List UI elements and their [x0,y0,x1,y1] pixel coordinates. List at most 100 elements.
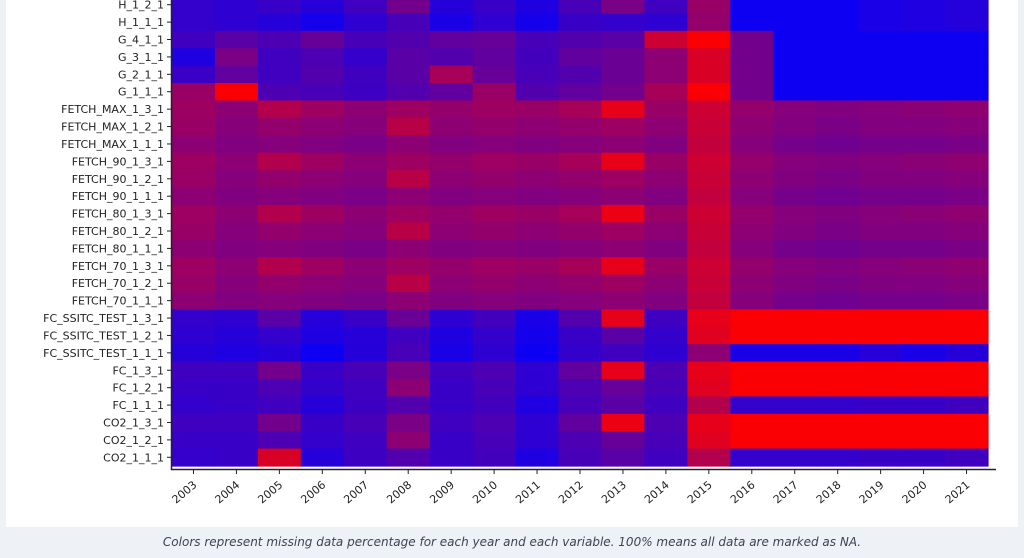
heatmap-cell [300,344,345,363]
heatmap-cell [859,431,903,450]
heatmap-cell [257,378,302,397]
heatmap-cell [300,309,345,328]
heatmap-cell [945,448,989,467]
heatmap-cell [601,344,646,363]
x-tick-label: 2004 [213,478,243,506]
heatmap-cell [515,257,560,276]
heatmap-cell [515,222,560,241]
heatmap-cell [300,431,345,450]
heatmap-cell [515,30,560,49]
heatmap-cell [644,239,688,258]
heatmap-cell [730,170,774,189]
heatmap-cell [601,413,646,432]
heatmap-cell [730,83,774,102]
heatmap-cell [172,204,216,223]
heatmap-cell [773,413,817,432]
heatmap-cell [902,431,946,450]
heatmap-cell [257,83,302,102]
x-tick-label: 2010 [470,478,500,506]
heatmap-cell [687,48,731,67]
heatmap-cell [472,361,517,380]
y-tick-label: FETCH_90_1_3_1 [72,155,164,168]
heatmap-cell [730,326,774,345]
heatmap-chart: H_1_2_1 H_1_1_1 G_4_1_1 G_3_1_1 G_2_1_1 G_1_1… [43,0,996,506]
heatmap-cell [429,326,474,345]
heatmap-cell [343,431,388,450]
heatmap-cell [773,65,817,84]
heatmap-cell [343,274,388,293]
x-tick-label: 2020 [900,478,930,506]
heatmap-cell [945,326,989,345]
heatmap-cell [343,361,388,380]
heatmap-cell [257,274,302,293]
heatmap-cell [343,344,388,363]
heatmap-cell [859,0,903,15]
heatmap-cell [172,222,216,241]
heatmap-cell [773,309,817,328]
heatmap-cell [859,100,903,119]
chart-caption: Colors represent missing data percentage… [162,535,862,549]
heatmap-cell [472,222,517,241]
heatmap-cell [558,431,603,450]
heatmap-cell [172,257,216,276]
heatmap-cell [773,170,817,189]
heatmap-cell [730,152,774,171]
heatmap-cell [214,100,259,119]
heatmap-cell [343,396,388,415]
heatmap-cell [257,291,302,310]
heatmap-cell [644,396,688,415]
heatmap-cell [386,117,431,136]
heatmap-cell [859,274,903,293]
heatmap-cell [687,378,731,397]
heatmap-cell [902,204,946,223]
y-tick-label: CO2_1_3_1 [103,416,164,429]
heatmap-cell [386,309,431,328]
heatmap-cell [300,448,345,467]
heatmap-cell [859,239,903,258]
heatmap-cell [300,274,345,293]
heatmap-cell [902,291,946,310]
heatmap-cell [816,135,860,154]
heatmap-cell [644,431,688,450]
y-tick-label: CO2_1_1_1 [103,451,164,464]
heatmap-cell [472,100,517,119]
heatmap-cell [730,257,774,276]
heatmap-cell [214,396,259,415]
heatmap-cell [601,187,646,206]
heatmap-cell [730,204,774,223]
heatmap-cell [687,100,731,119]
heatmap-cell [300,83,345,102]
heatmap-cell [343,448,388,467]
heatmap-cell [172,291,216,310]
heatmap-cell [644,361,688,380]
heatmap-cell [257,413,302,432]
heatmap-cell [644,378,688,397]
heatmap-cell [945,222,989,241]
heatmap-cell [816,431,860,450]
heatmap-cell [257,344,302,363]
heatmap-cell [902,187,946,206]
heatmap-cell [257,222,302,241]
heatmap-cell [172,48,216,67]
heatmap-cell [386,291,431,310]
heatmap-cell [644,135,688,154]
heatmap-cell [773,361,817,380]
heatmap-cell [644,152,688,171]
heatmap-cell [429,204,474,223]
heatmap-cell [859,135,903,154]
heatmap-cell [515,65,560,84]
heatmap-cell [601,396,646,415]
heatmap-cell [601,83,646,102]
heatmap-cell [859,204,903,223]
heatmap-cell [773,222,817,241]
heatmap-cell [300,222,345,241]
heatmap-cell [257,309,302,328]
heatmap-cell [300,326,345,345]
x-tick-label: 2013 [599,478,629,506]
heatmap-cell [300,48,345,67]
heatmap-cell [687,152,731,171]
heatmap-cell [429,448,474,467]
heatmap-cell [730,413,774,432]
heatmap-cell [172,448,216,467]
heatmap-cell [859,65,903,84]
